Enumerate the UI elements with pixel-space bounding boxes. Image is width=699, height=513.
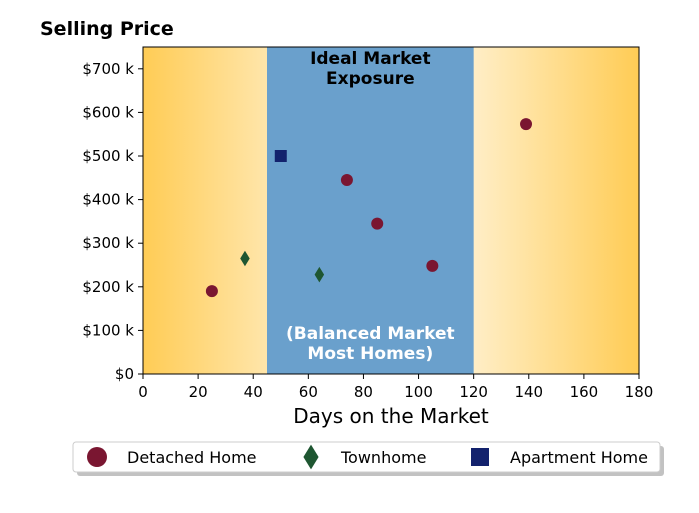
- townhome-point: [240, 250, 250, 267]
- y-tick-label: $700 k: [82, 60, 134, 78]
- y-tick-label: $500 k: [82, 147, 134, 165]
- x-axis-label: Days on the Market: [293, 404, 489, 428]
- x-tick-label: 160: [570, 383, 599, 401]
- y-tick-label: $200 k: [82, 278, 134, 296]
- x-tick-label: 80: [354, 383, 373, 401]
- x-tick-label: 140: [514, 383, 543, 401]
- legend-marker-townhome: [303, 444, 319, 470]
- legend-label-detached-home: Detached Home: [127, 448, 257, 467]
- x-tick-label: 60: [299, 383, 318, 401]
- y-axis: $0 $100 k $200 k $300 k $400 k $500 k $600 k $7…: [82, 60, 143, 383]
- y-tick-label: $100 k: [82, 321, 134, 339]
- detached-home-point: [205, 285, 218, 298]
- legend-label-townhome: Townhome: [340, 448, 426, 467]
- legend-marker-apartment-home: [471, 448, 489, 466]
- y-tick-label: $0: [115, 365, 134, 383]
- detached-home-point: [520, 118, 533, 131]
- y-tick-label: $300 k: [82, 234, 134, 252]
- legend-marker-detached-home: [87, 447, 107, 467]
- data-points: [205, 118, 533, 298]
- legend-label-apartment-home: Apartment Home: [510, 448, 648, 467]
- region-label-bottom-line1: (Balanced Market: [286, 324, 455, 344]
- x-tick-label: 20: [189, 383, 208, 401]
- x-tick-label: 40: [244, 383, 263, 401]
- townhome-point: [314, 266, 325, 283]
- x-tick-label: 0: [138, 383, 148, 401]
- ideal-exposure-region: [267, 47, 474, 374]
- detached-home-point: [371, 217, 384, 230]
- region-label-top-line2: Exposure: [326, 69, 415, 89]
- chart-title: Selling Price: [40, 18, 174, 40]
- region-label-top-line1: Ideal Market: [310, 49, 431, 69]
- legend: Detached Home Townhome Apartment Home: [72, 441, 664, 476]
- region-label-bottom-line2: Most Homes): [307, 344, 433, 364]
- detached-home-point: [340, 173, 353, 186]
- x-tick-label: 120: [459, 383, 488, 401]
- plot-area: Ideal Market Exposure (Balanced Market M…: [142, 46, 640, 375]
- y-tick-label: $600 k: [82, 103, 134, 121]
- apartment-home-point: [274, 150, 287, 162]
- x-tick-label: 100: [404, 383, 433, 401]
- legend-box: [72, 441, 661, 473]
- x-axis: 0 20 40 60 80 100 120 140 160 180: [138, 374, 653, 401]
- y-tick-label: $400 k: [82, 191, 134, 209]
- x-tick-label: 180: [625, 383, 654, 401]
- plot-frame: [142, 46, 640, 375]
- detached-home-point: [426, 259, 439, 272]
